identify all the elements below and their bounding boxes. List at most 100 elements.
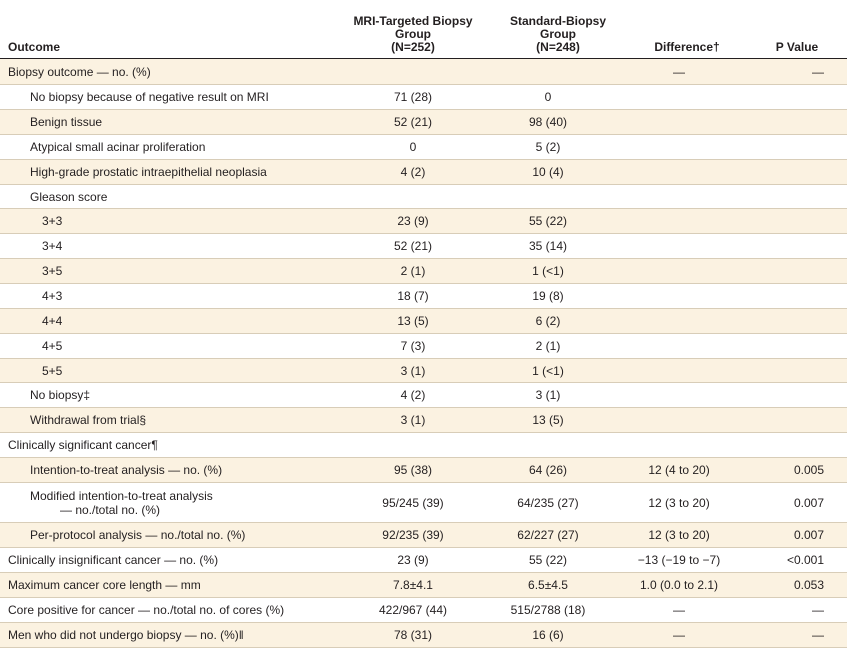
cell-standard: 3 (1) [535,388,561,402]
cell-mri: 78 (31) [393,628,433,642]
header-outcome: Outcome [8,40,61,54]
cell-standard: 1 (<1) [532,363,564,378]
row-label: 3+5 [42,264,63,278]
cell-mri: 23 (9) [397,553,429,567]
header-mri-line3: (N=252) [391,40,435,54]
cell-p-value: 0.007 [793,528,824,542]
cell-mri: 2 (1) [400,264,426,278]
row-label: Biopsy outcome — no. (%) [8,64,151,79]
table-row: Gleason score [0,185,847,209]
cell-standard: 10 (4) [532,165,564,179]
cell-standard: 55 (22) [528,553,568,567]
cell-p-value: — [812,628,824,642]
header-mri-group: MRI-Targeted Biopsy Group (N=252) [338,15,488,54]
row-label: Atypical small acinar proliferation [30,140,206,154]
cell-standard: 62/227 (27) [517,528,579,542]
table-row: Core positive for cancer — no./total no.… [0,598,847,623]
cell-mri: 7.8±4.1 [393,578,433,592]
header-p-value: P Value [775,40,819,54]
table-row: Men who did not undergo biopsy — no. (%)… [0,623,847,648]
cell-mri: 52 (21) [393,239,433,253]
row-label: 4+4 [42,314,63,328]
table-row: Atypical small acinar proliferation 0 5 … [0,135,847,160]
table-row: 4+4 13 (5) 6 (2) [0,309,847,334]
cell-mri: 3 (1) [400,413,426,427]
cell-difference: −13 (−19 to −7) [637,553,721,567]
row-label: Gleason score [30,189,108,204]
header-std-line1: Standard-Biopsy [509,14,606,28]
table-row: Intention-to-treat analysis — no. (%) 95… [0,458,847,483]
header-mri-line1: MRI-Targeted Biopsy [353,14,473,28]
table-row: Per-protocol analysis — no./total no. (%… [0,523,847,548]
cell-mri: 7 (3) [400,339,426,353]
table-row: 5+5 3 (1) 1 (<1) [0,359,847,383]
table-row: 3+5 2 (1) 1 (<1) [0,259,847,284]
row-label: 5+5 [42,363,63,378]
row-label: Benign tissue [30,115,103,129]
row-label: High-grade prostatic intraepithelial neo… [30,165,267,179]
cell-mri: 3 (1) [400,363,426,378]
cell-difference: 12 (4 to 20) [648,463,710,477]
table-row: 3+4 52 (21) 35 (14) [0,234,847,259]
row-label: 3+3 [42,214,63,228]
row-label: Core positive for cancer — no./total no.… [8,603,285,617]
cell-mri: 422/967 (44) [378,603,448,617]
table-row: High-grade prostatic intraepithelial neo… [0,160,847,185]
cell-mri: 92/235 (39) [382,528,444,542]
table-row: Modified intention-to-treat analysis — n… [0,483,847,523]
row-label: No biopsy‡ [30,388,91,402]
cell-p-value: <0.001 [786,553,824,567]
table-row: Maximum cancer core length — mm 7.8±4.1 … [0,573,847,598]
cell-standard: 98 (40) [528,115,568,129]
row-label: Intention-to-treat analysis — no. (%) [30,463,223,477]
cell-standard: 64 (26) [528,463,568,477]
cell-standard: 5 (2) [535,140,561,154]
cell-p-value: 0.053 [793,578,824,592]
cell-mri: 4 (2) [400,388,426,402]
header-std-line2: Group [540,27,576,41]
cell-difference: 12 (3 to 20) [648,528,710,542]
cell-standard: 19 (8) [532,289,564,303]
cell-difference: — [673,628,685,642]
header-difference: Difference† [654,40,720,54]
row-label: Clinically insignificant cancer — no. (%… [8,553,219,567]
table-row: Benign tissue 52 (21) 98 (40) [0,110,847,135]
header-standard-group: Standard-Biopsy Group (N=248) [508,15,608,54]
cell-mri: 0 [409,140,417,154]
table-row: Clinically insignificant cancer — no. (%… [0,548,847,573]
table-row: 3+3 23 (9) 55 (22) [0,209,847,234]
table-row: 4+5 7 (3) 2 (1) [0,334,847,359]
row-label: Men who did not undergo biopsy — no. (%)… [8,628,244,642]
table-header: Outcome MRI-Targeted Biopsy Group (N=252… [0,0,847,59]
table-row: Withdrawal from trial§ 3 (1) 13 (5) [0,408,847,433]
cell-p-value: 0.005 [793,463,824,477]
cell-standard: 2 (1) [535,339,561,353]
header-mri-line2: Group [395,27,431,41]
table-row: Clinically significant cancer¶ [0,433,847,458]
table-row: No biopsy because of negative result on … [0,85,847,110]
cell-mri: 4 (2) [400,165,426,179]
cell-mri: 71 (28) [393,90,433,104]
cell-mri: 95/245 (39) [382,495,444,510]
row-label: 4+5 [42,339,63,353]
cell-mri: 95 (38) [393,463,433,477]
row-label: Clinically significant cancer¶ [8,438,158,452]
cell-standard: 35 (14) [528,239,568,253]
table-row: No biopsy‡ 4 (2) 3 (1) [0,383,847,408]
cell-difference: 12 (3 to 20) [648,495,710,510]
cell-standard: 1 (<1) [532,264,564,278]
cell-p-value: — [812,603,824,617]
cell-standard: 55 (22) [528,214,568,228]
cell-difference: 1.0 (0.0 to 2.1) [639,578,719,592]
cell-difference: — [673,64,685,79]
table-row: 4+3 18 (7) 19 (8) [0,284,847,309]
cell-standard: 515/2788 (18) [510,603,586,617]
cell-mri: 18 (7) [397,289,429,303]
row-label: Withdrawal from trial§ [30,413,147,427]
cell-standard: 16 (6) [532,628,564,642]
cell-standard: 6 (2) [535,314,561,328]
row-label-line1: Modified intention-to-treat analysis [30,488,213,503]
cell-standard: 0 [544,90,552,104]
cell-mri: 23 (9) [397,214,429,228]
